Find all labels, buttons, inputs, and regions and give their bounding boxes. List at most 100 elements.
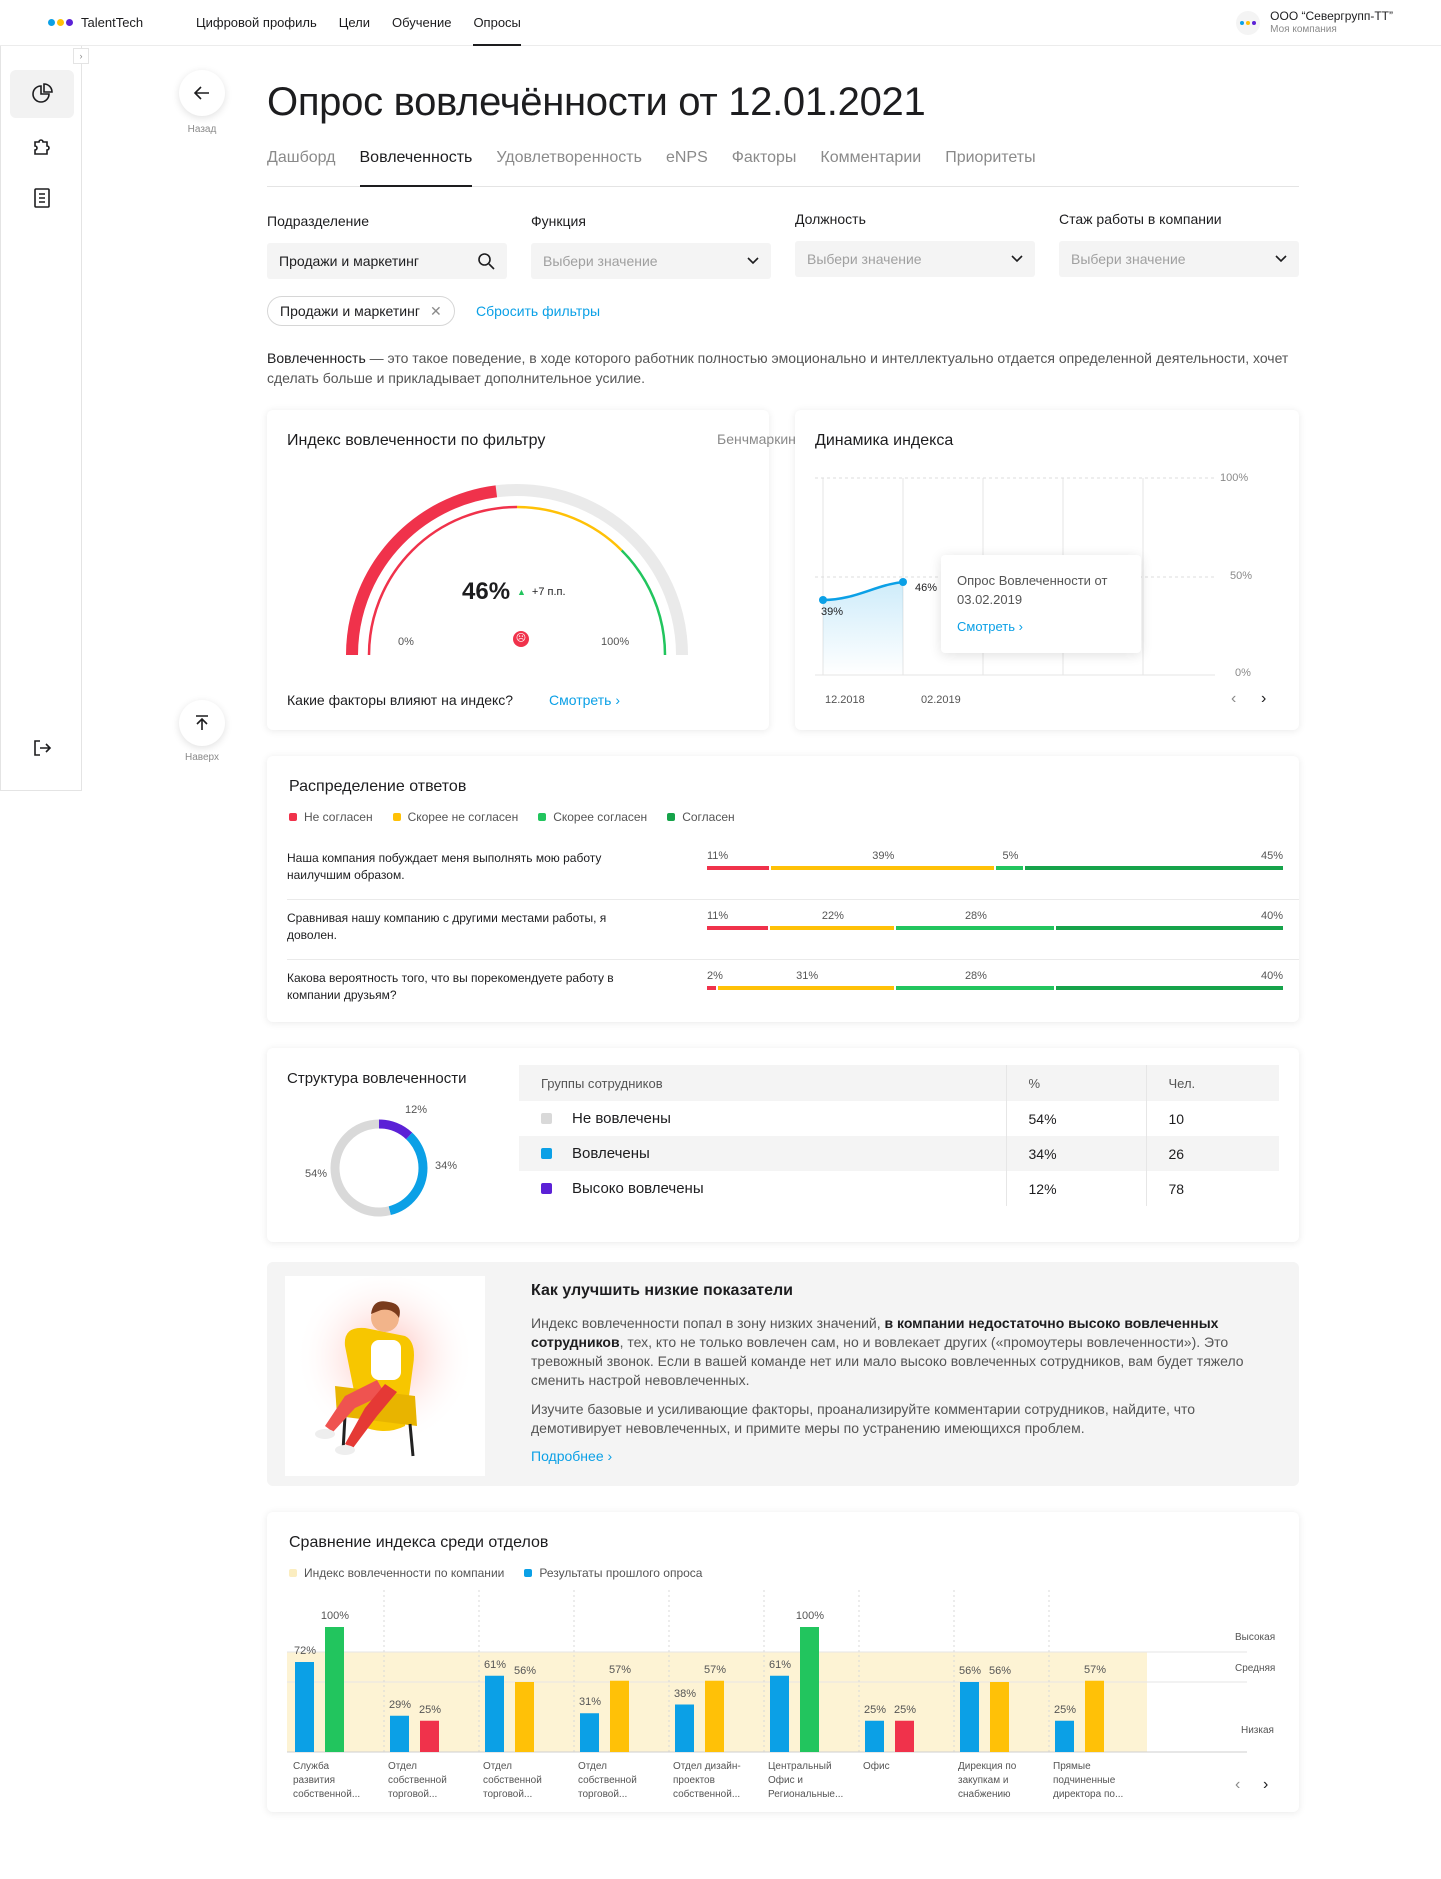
company-switcher[interactable]: ООО “Севергрупп-ТТ” Моя компания [1236,9,1393,37]
row-divider [287,959,1299,960]
x-label-2: 02.2019 [921,694,961,706]
distribution-title: Распределение ответов [289,778,467,795]
filter-function-label: Функция [531,213,586,229]
donut-segment [330,1119,428,1217]
dynamics-title: Динамика индекса [815,432,954,449]
comparison-legend: Индекс вовлеченности по компании Результ… [289,1566,702,1580]
segment-label: 22% [821,910,844,922]
gauge-title: Индекс вовлеченности по фильтру [287,432,546,449]
comparison-bar[interactable] [800,1627,819,1752]
tab-priorities[interactable]: Приоритеты [945,149,1036,166]
sidebar-item-modules[interactable] [10,122,74,170]
tab-comments[interactable]: Комментарии [820,149,922,166]
gauge-delta-wrap: ▲ +7 п.п. [517,586,566,598]
chevron-down-icon [1275,255,1287,263]
brand[interactable]: TalentTech [48,15,143,30]
tab-dashboard[interactable]: Дашборд [267,149,336,166]
comparison-bar[interactable] [865,1720,884,1752]
comparison-bar[interactable] [420,1720,439,1752]
position-select[interactable]: Выбери значение [795,241,1035,277]
pct-cell: 12% [1005,1171,1146,1206]
tab-enps[interactable]: eNPS [665,149,708,166]
comparison-bar[interactable] [1055,1720,1074,1752]
zone-label-medium: Средняя [1235,1663,1276,1674]
engagement-index-card: Индекс вовлеченности по фильтру Бенчмарк… [267,410,843,730]
sidebar-item-logout[interactable] [10,724,74,772]
sidebar-item-journal[interactable] [10,174,74,222]
active-filter-chip[interactable]: Продажи и маркетинг ✕ [267,296,455,326]
segment-label: 28% [964,910,987,922]
chevron-left-icon[interactable]: ‹ [1231,690,1237,707]
comparison-bar[interactable] [990,1682,1009,1752]
bar-value-label: 56% [958,1665,982,1677]
bar-segment: 11% [707,910,770,940]
comparison-bar[interactable] [515,1682,534,1752]
chevron-right-icon[interactable]: › [1263,1776,1269,1793]
department-comparison-card: Сравнение индекса среди отделов Индекс в… [267,1512,1299,1812]
bar-segment: 11% [707,850,771,880]
comparison-bar[interactable] [675,1704,694,1753]
improve-text-a: Индекс вовлеченности попал в зону низких… [531,1315,885,1331]
legend-label: Результаты прошлого опроса [539,1566,703,1580]
bar-segment: 28% [895,970,1056,1000]
comparison-bar[interactable] [705,1680,724,1752]
comparison-bar[interactable] [580,1713,599,1752]
learn-more-link[interactable]: Подробнее › [531,1448,612,1464]
tooltip-link[interactable]: Смотреть › [957,619,1125,634]
tab-engagement[interactable]: Вовлеченность [359,140,473,187]
question-text: Какова вероятность того, что вы порекоме… [287,971,614,1002]
comparison-bar[interactable] [390,1715,409,1752]
bar-value-label: 56% [513,1665,537,1677]
sidebar-item-analytics[interactable] [10,70,74,118]
comparison-bar[interactable] [960,1682,979,1752]
chevron-down-icon [1011,255,1023,263]
pct-cell: 34% [1005,1136,1146,1171]
comparison-bar[interactable] [295,1662,314,1752]
group-swatch [541,1113,552,1124]
puzzle-icon [34,139,50,155]
brand-logo-icon [48,19,73,26]
zone-label-high: Высокая [1235,1632,1276,1643]
gauge-max-label: 100% [601,636,630,648]
reset-filters-link[interactable]: Сбросить фильтры [476,303,601,319]
comparison-bar[interactable] [1085,1680,1104,1752]
comparison-bar[interactable] [770,1675,789,1752]
nav-goals[interactable]: Цели [338,15,370,30]
chevron-right-icon: › [1018,619,1023,634]
scroll-top-button[interactable] [179,700,225,746]
comparison-bar[interactable] [485,1675,504,1752]
y-label-0: 0% [1235,667,1251,679]
chevron-left-icon[interactable]: ‹ [1235,1776,1241,1793]
comparison-bar[interactable] [895,1720,914,1752]
category-label: Центральный Офис и Региональные... [768,1761,844,1800]
department-search-input[interactable]: Продажи и маркетинг [267,243,507,279]
sidebar-collapse-icon[interactable]: › [73,48,89,64]
bar-value-label: 100% [795,1610,825,1622]
segment-label: 11% [707,850,729,862]
gauge-delta: +7 п.п. [531,586,566,598]
nav-learning[interactable]: Обучение [391,15,452,30]
legend-label: Индекс вовлеченности по компании [304,1566,505,1580]
close-icon[interactable]: ✕ [429,302,442,319]
back-button[interactable] [179,70,225,116]
nav-digital-profile[interactable]: Цифровой профиль [196,15,317,30]
tab-satisfaction[interactable]: Удовлетворенность [496,149,642,166]
group-swatch [541,1183,552,1194]
comparison-bar[interactable] [610,1680,629,1752]
bar-value-label: 31% [578,1696,602,1709]
category-label: Отдел собственной торговой... [483,1761,542,1800]
col-count: Чел. [1145,1065,1279,1101]
tenure-select[interactable]: Выбери значение [1059,241,1299,277]
function-select[interactable]: Выбери значение [531,243,771,279]
chevron-right-icon[interactable]: › [1261,690,1267,707]
distribution-legend: Не согласен Скорее не согласен Скорее со… [289,810,735,824]
factors-link[interactable]: Смотреть › [549,692,620,708]
company-subtitle: Моя компания [1270,24,1337,35]
comparison-bar[interactable] [325,1627,344,1752]
category-label: Отдел дизайн-проектов собственной... [673,1761,741,1800]
tab-factors[interactable]: Факторы [731,149,797,166]
nav-surveys[interactable]: Опросы [473,0,521,46]
donut-label-highly-engaged: 12% [405,1104,428,1116]
distribution-row: Наша компания побуждает меня выполнять м… [287,840,1299,900]
factors-link-label: Смотреть [549,692,612,708]
